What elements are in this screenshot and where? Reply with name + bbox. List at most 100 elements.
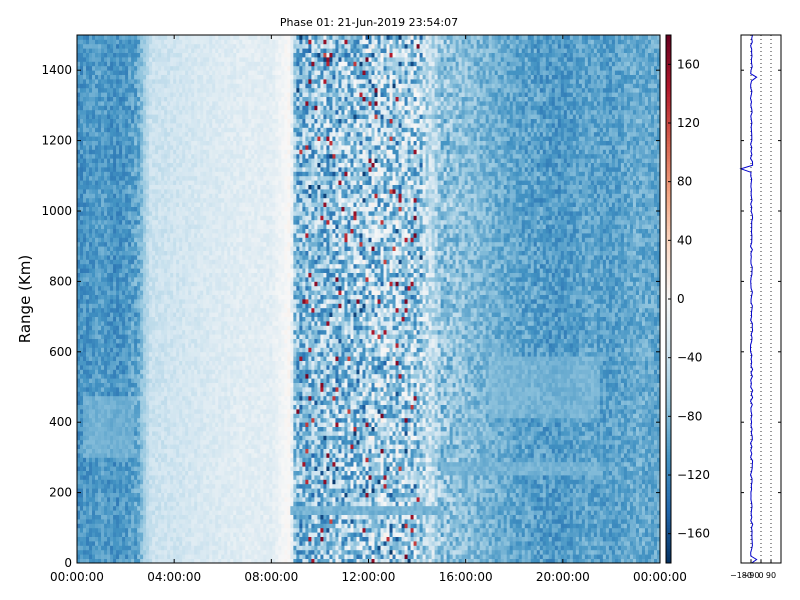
heatmap-cell (89, 426, 93, 432)
heatmap-cell (86, 61, 90, 67)
heatmap-cell (77, 43, 81, 49)
heatmap-cell (86, 228, 90, 234)
heatmap-cell (98, 422, 102, 427)
heatmap-cell (137, 114, 141, 119)
heatmap-cell (101, 523, 105, 529)
heatmap-cell (77, 87, 81, 93)
heatmap-cell (92, 307, 96, 313)
heatmap-cell (149, 65, 153, 71)
heatmap-cell (155, 303, 159, 309)
heatmap-cell (176, 246, 180, 251)
heatmap-cell (146, 488, 150, 493)
heatmap-cell (194, 448, 198, 454)
heatmap-cell (83, 453, 87, 458)
heatmap-cell (86, 347, 90, 353)
heatmap-cell (194, 395, 198, 401)
heatmap-cell (164, 299, 168, 304)
heatmap-cell (128, 360, 132, 366)
heatmap-cell (182, 180, 186, 185)
heatmap-cell (98, 338, 102, 344)
heatmap-cell (92, 510, 96, 515)
heatmap-cell (77, 285, 81, 291)
heatmap-cell (122, 519, 126, 524)
heatmap-cell (92, 83, 96, 89)
heatmap-cell (170, 453, 174, 458)
heatmap-cell (185, 514, 189, 520)
heatmap-cell (92, 391, 96, 397)
heatmap-cell (143, 140, 147, 146)
heatmap-cell (125, 417, 129, 423)
heatmap-cell (143, 457, 147, 463)
heatmap-cell (194, 479, 198, 485)
heatmap-cell (140, 422, 144, 427)
heatmap-cell (131, 325, 135, 331)
heatmap-cell (104, 206, 108, 212)
heatmap-cell (197, 409, 201, 414)
heatmap-cell (116, 505, 120, 511)
heatmap-cell (176, 299, 180, 304)
heatmap-cell (119, 109, 123, 115)
heatmap-cell (155, 263, 159, 269)
heatmap-cell (128, 466, 132, 471)
heatmap-cell (182, 479, 186, 485)
heatmap-cell (182, 431, 186, 436)
heatmap-cell (128, 250, 132, 256)
heatmap-cell (167, 211, 171, 216)
heatmap-cell (104, 61, 108, 67)
heatmap-cell (176, 360, 180, 366)
heatmap-cell (89, 83, 93, 89)
heatmap-cell (185, 404, 189, 410)
heatmap-cell (104, 162, 108, 168)
heatmap-cell (80, 52, 84, 58)
heatmap-cell (89, 246, 93, 251)
heatmap-cell (155, 321, 159, 326)
heatmap-cell (80, 360, 84, 366)
heatmap-cell (89, 382, 93, 388)
heatmap-cell (176, 237, 180, 243)
heatmap-cell (95, 189, 99, 194)
heatmap-cell (137, 158, 141, 163)
heatmap-cell (140, 219, 144, 225)
heatmap-cell (92, 351, 96, 357)
heatmap-cell (89, 48, 93, 53)
heatmap-cell (128, 347, 132, 353)
heatmap-cell (83, 536, 87, 542)
heatmap-cell (101, 43, 105, 49)
heatmap-cell (152, 127, 156, 133)
heatmap-cell (179, 325, 183, 331)
heatmap-cell (134, 189, 138, 194)
heatmap-cell (170, 422, 174, 427)
heatmap-cell (164, 514, 168, 520)
heatmap-cell (122, 457, 126, 463)
heatmap-cell (131, 83, 135, 89)
heatmap-cell (86, 277, 90, 282)
heatmap-cell (104, 79, 108, 84)
heatmap-cell (89, 153, 93, 159)
heatmap-cell (101, 316, 105, 322)
heatmap-cell (107, 461, 111, 467)
heatmap-cell (164, 312, 168, 317)
heatmap-cell (122, 123, 126, 128)
heatmap-cell (137, 250, 141, 256)
heatmap-cell (185, 180, 189, 185)
heatmap-cell (188, 202, 192, 207)
heatmap-cell (146, 382, 150, 388)
heatmap-cell (107, 250, 111, 256)
heatmap-cell (191, 457, 195, 463)
heatmap-cell (104, 417, 108, 423)
heatmap-cell (179, 206, 183, 212)
heatmap-cell (128, 431, 132, 436)
heatmap-cell (134, 549, 138, 555)
heatmap-cell (119, 549, 123, 555)
heatmap-cell (185, 356, 189, 361)
heatmap-cell (122, 325, 126, 331)
heatmap-cell (89, 167, 93, 172)
heatmap-cell (152, 171, 156, 177)
heatmap-cell (98, 356, 102, 361)
heatmap-cell (134, 202, 138, 207)
heatmap-cell (164, 96, 168, 102)
heatmap-cell (185, 321, 189, 326)
heatmap-cell (92, 527, 96, 533)
heatmap-cell (179, 470, 183, 476)
heatmap-cell (122, 413, 126, 419)
